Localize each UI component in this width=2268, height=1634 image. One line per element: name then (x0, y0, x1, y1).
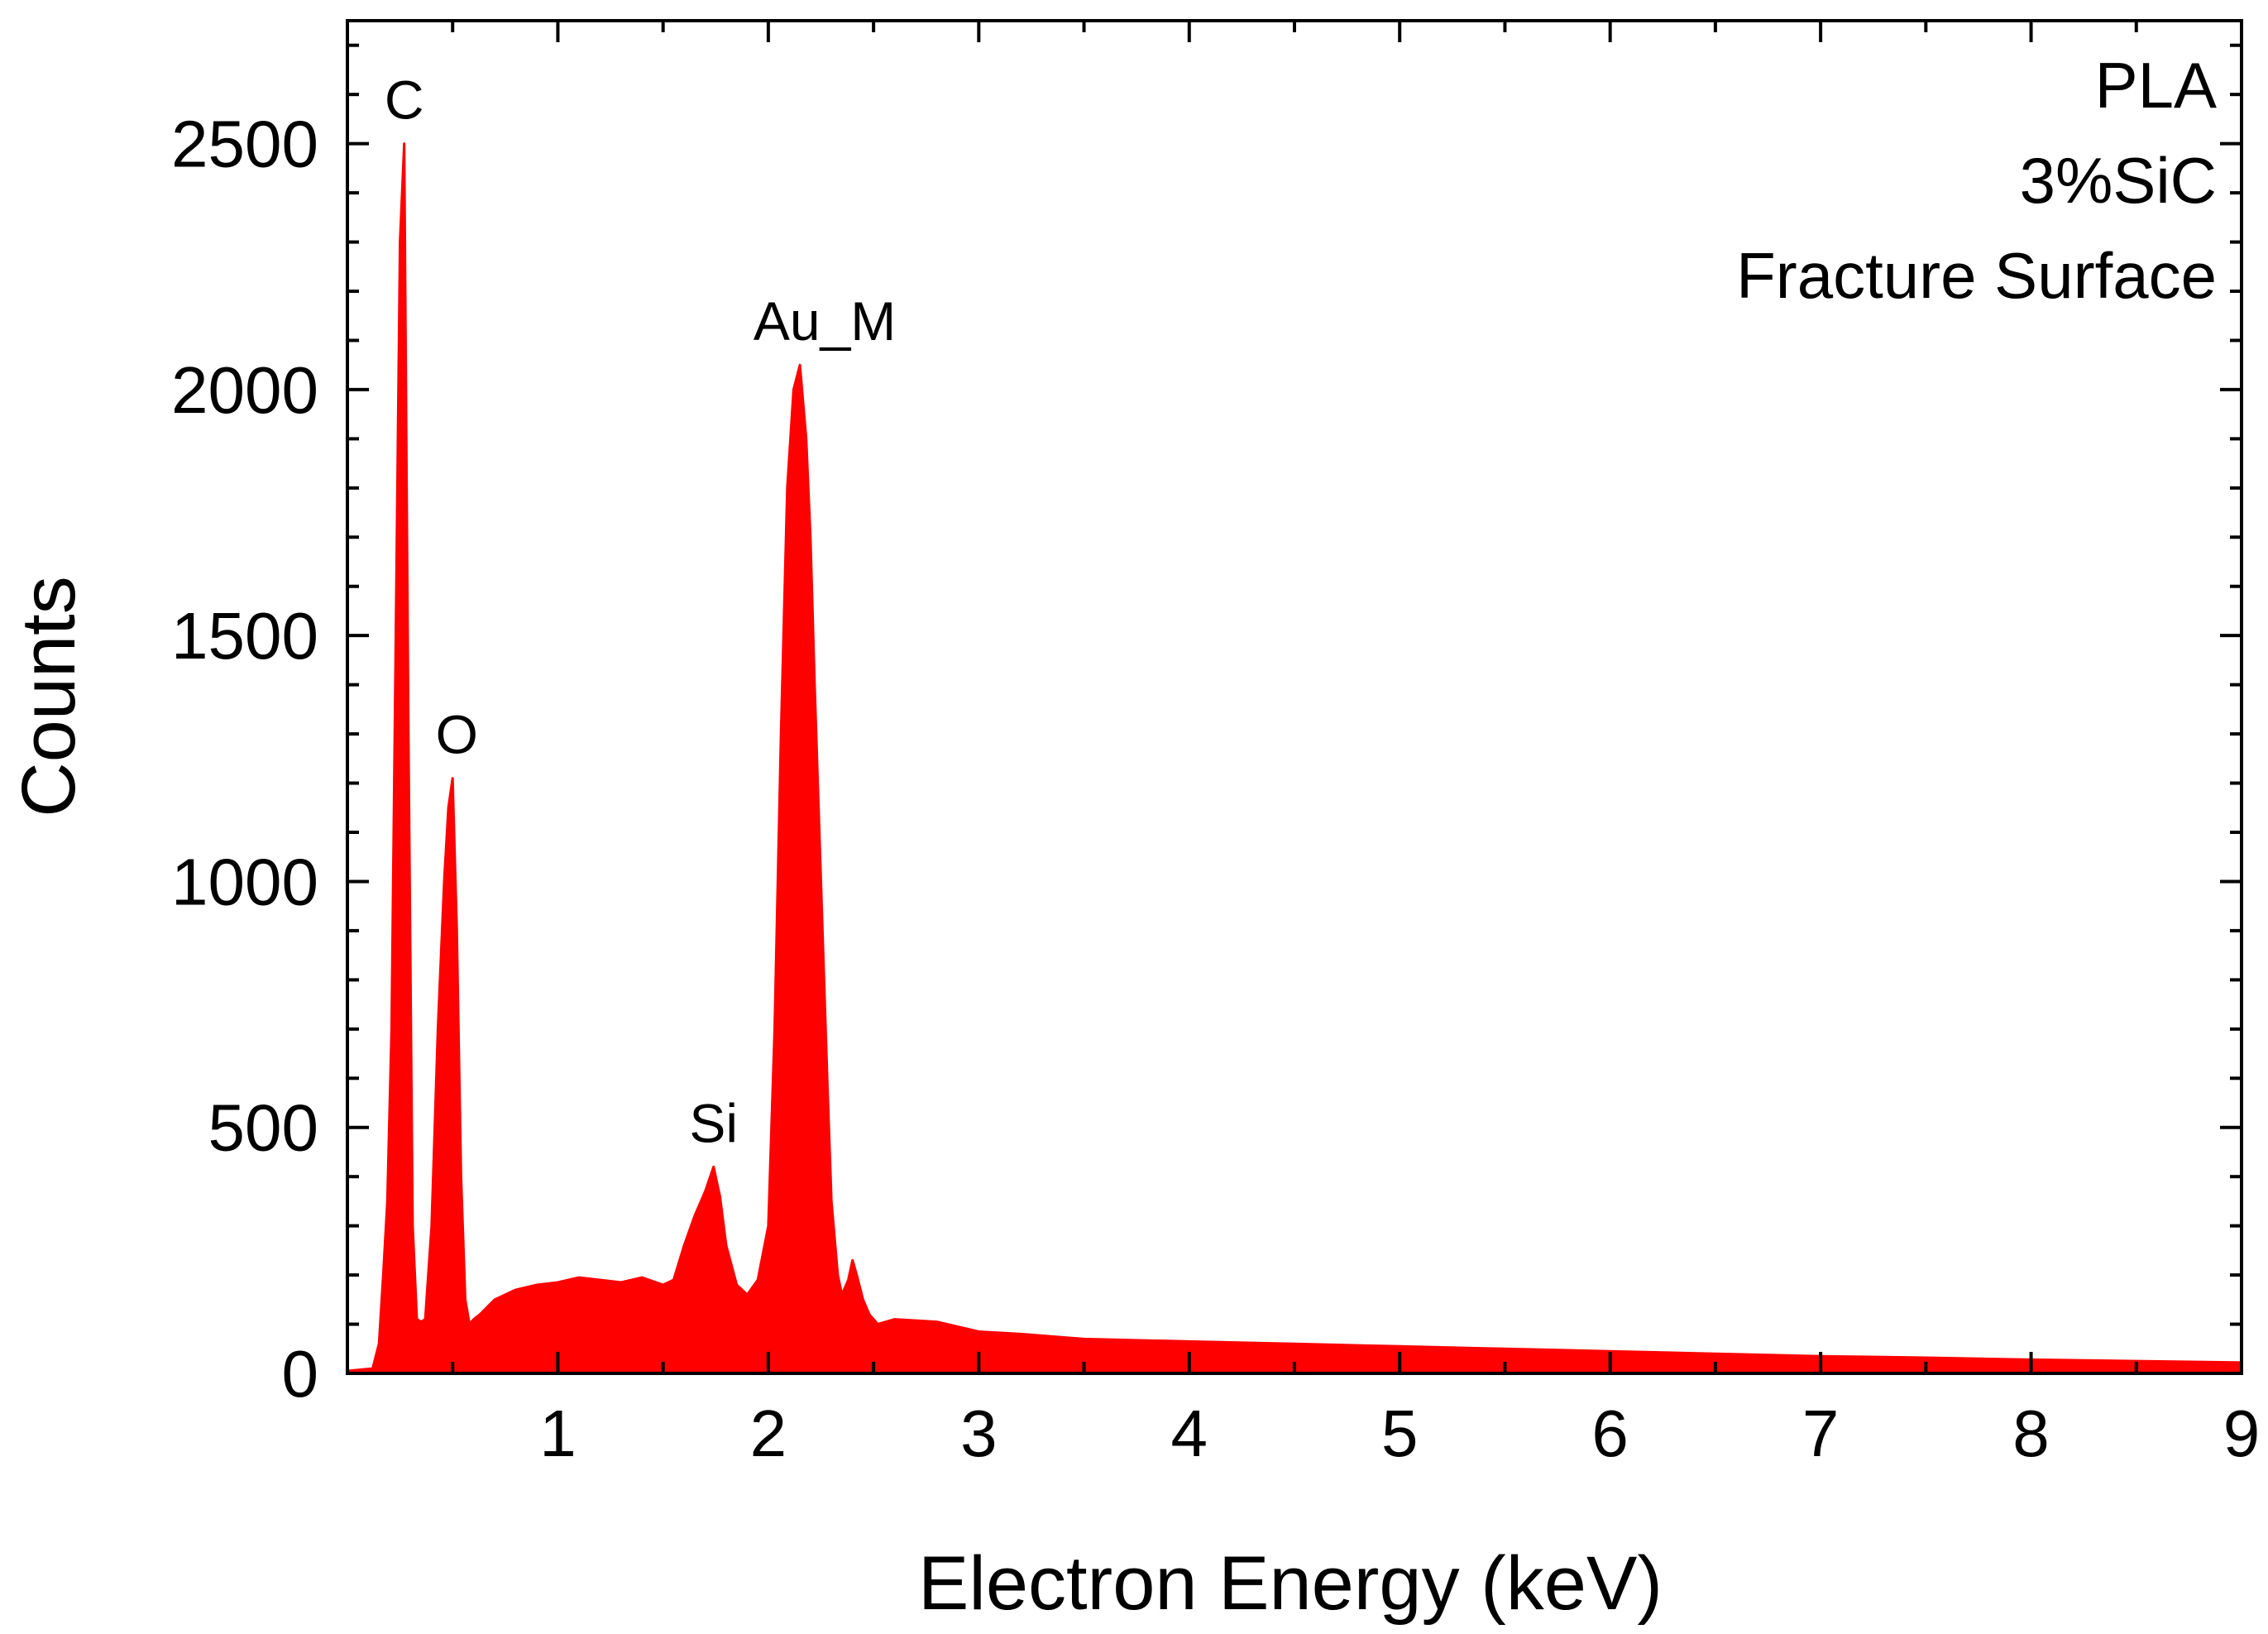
peak-label-o: O (436, 704, 478, 765)
peak-label-au-m: Au_M (754, 290, 896, 352)
y-tick-label: 500 (208, 1091, 318, 1165)
peak-label-si: Si (689, 1092, 738, 1153)
x-tick-label: 4 (1171, 1397, 1208, 1470)
legend-line-1: PLA (2095, 49, 2217, 122)
x-tick-label: 9 (2223, 1397, 2261, 1470)
x-tick-label: 8 (2012, 1397, 2050, 1470)
y-tick-label: 2500 (171, 108, 318, 181)
x-tick-label: 2 (750, 1397, 787, 1470)
x-axis-title: Electron Energy (keV) (918, 1541, 1663, 1626)
y-tick-label: 0 (282, 1337, 319, 1411)
y-tick-label: 1000 (171, 845, 318, 918)
x-tick-label: 7 (1802, 1397, 1840, 1470)
chart-labels: C O Si Au_M (385, 69, 896, 1154)
axes: 1 2 3 4 5 6 7 8 9 0 500 1000 1500 2000 2500 (171, 19, 2261, 1470)
peak-label-c: C (385, 69, 424, 131)
spectrum-area (346, 142, 2243, 1375)
y-tick-label: 2000 (171, 353, 318, 427)
y-axis-title: Counts (7, 576, 91, 817)
legend-line-3: Fracture Surface (1736, 239, 2217, 312)
x-tick-label: 5 (1381, 1397, 1419, 1470)
x-tick-label: 1 (539, 1397, 577, 1470)
y-tick-label: 1500 (171, 599, 318, 673)
x-tick-label: 3 (960, 1397, 998, 1470)
x-tick-label: 6 (1591, 1397, 1629, 1470)
legend-line-2: 3%SiC (2020, 144, 2217, 217)
plot-area (346, 142, 2243, 1375)
